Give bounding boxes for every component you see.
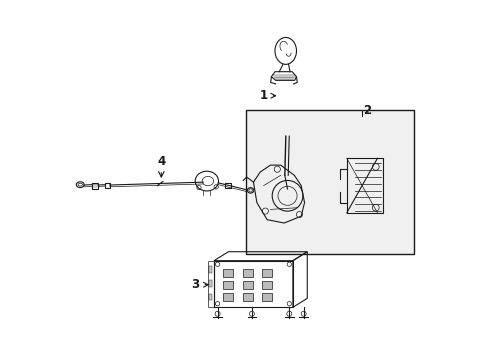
Bar [242,281,252,289]
Text: 3: 3 [191,278,208,291]
Bar [208,280,211,287]
Text: 2: 2 [363,104,371,117]
Bar [208,294,211,300]
Bar [223,293,233,301]
Bar [242,293,252,301]
Text: 1: 1 [259,89,275,102]
Bar [262,269,272,277]
Bar [208,266,211,273]
Bar [225,183,230,188]
Bar [105,183,109,188]
Bar [214,261,292,307]
Text: 4: 4 [157,155,165,168]
Bar [223,269,233,277]
Bar [242,269,252,277]
Bar [207,261,214,307]
Bar [262,293,272,301]
Bar [223,281,233,289]
Bar [262,281,272,289]
Bar [246,110,413,253]
Bar [92,183,98,189]
